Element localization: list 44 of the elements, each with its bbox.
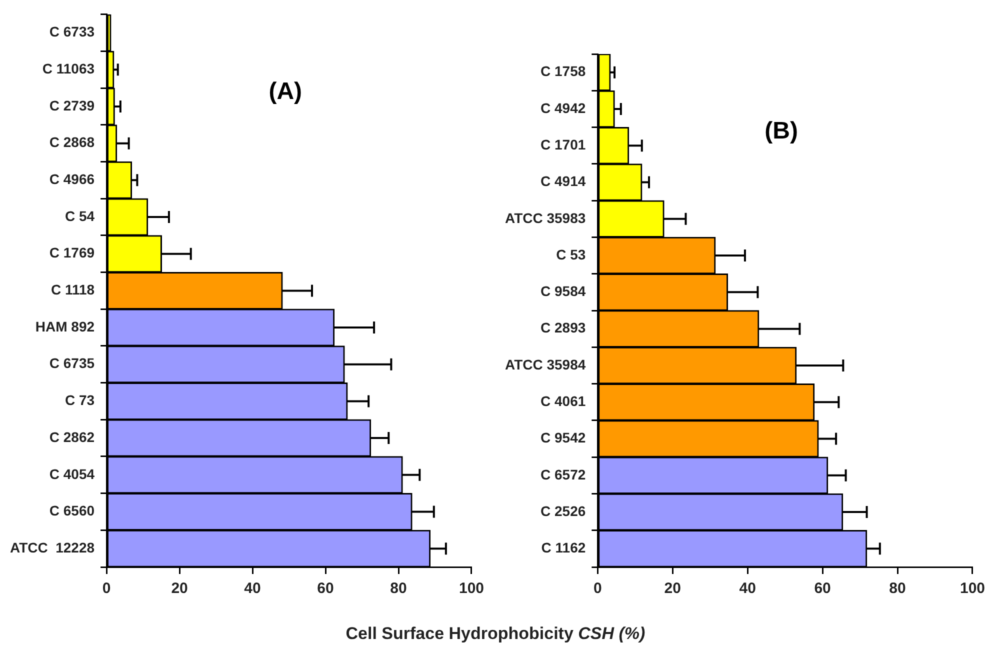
y-tick-label: C 1701 — [540, 136, 586, 152]
x-tick-label: 40 — [244, 580, 261, 598]
y-tick-label: C 6733 — [49, 24, 95, 40]
x-tick-label: 80 — [889, 580, 906, 598]
y-tick-label: C 4942 — [540, 100, 586, 116]
y-tick-label: C 1769 — [49, 244, 95, 261]
x-tick-label: 20 — [171, 580, 188, 598]
x-tick-label: 60 — [317, 580, 334, 598]
y-tick-label: C 9584 — [540, 283, 586, 300]
y-tick-label: C 54 — [64, 208, 95, 224]
y-tick-label: ATCC 35983 — [504, 210, 586, 226]
y-tick-label: C 2893 — [540, 320, 586, 336]
y-tick-label: C 11063 — [42, 60, 95, 77]
x-tick-label: 60 — [814, 580, 831, 598]
y-tick-label: HAM 892 — [35, 318, 95, 334]
y-tick-label: C 6560 — [49, 502, 95, 519]
y-tick-label: C 4966 — [49, 171, 95, 188]
y-tick-label: C 6572 — [540, 466, 586, 482]
y-tick-label: C 6735 — [49, 355, 95, 372]
x-axis-title: Cell Surface Hydrophobicity CSH (%) — [346, 624, 646, 643]
y-tick-label: C 2862 — [49, 428, 95, 445]
x-tick-label: 0 — [102, 580, 111, 598]
y-tick-label: C 2739 — [49, 97, 95, 114]
y-tick-label: C 2868 — [49, 134, 95, 150]
text: (A) — [268, 78, 302, 106]
x-tick-label: 40 — [739, 580, 756, 598]
y-tick-label: C 2526 — [540, 502, 586, 519]
x-tick-label: 100 — [960, 580, 985, 598]
y-tick-label: C 4054 — [49, 466, 95, 482]
y-tick-label: C 9542 — [540, 430, 586, 446]
y-tick-label: C 1118 — [50, 282, 95, 298]
x-tick-label: 20 — [664, 580, 681, 598]
x-tick-label: 100 — [458, 580, 484, 598]
text: (B) — [764, 118, 798, 145]
y-tick-label: C 4914 — [540, 173, 586, 190]
y-tick-label: C 73 — [64, 392, 95, 408]
y-tick-label: C 53 — [556, 246, 586, 262]
x-tick-label: 0 — [593, 580, 602, 598]
y-tick-label: C 1758 — [540, 63, 586, 80]
y-tick-label: ATCC 35984 — [504, 356, 586, 372]
y-tick-label: C 1162 — [541, 540, 586, 556]
x-tick-label: 80 — [390, 580, 407, 598]
y-tick-label: ATCC 12228 — [10, 539, 95, 556]
y-tick-label: C 4061 — [540, 392, 586, 409]
